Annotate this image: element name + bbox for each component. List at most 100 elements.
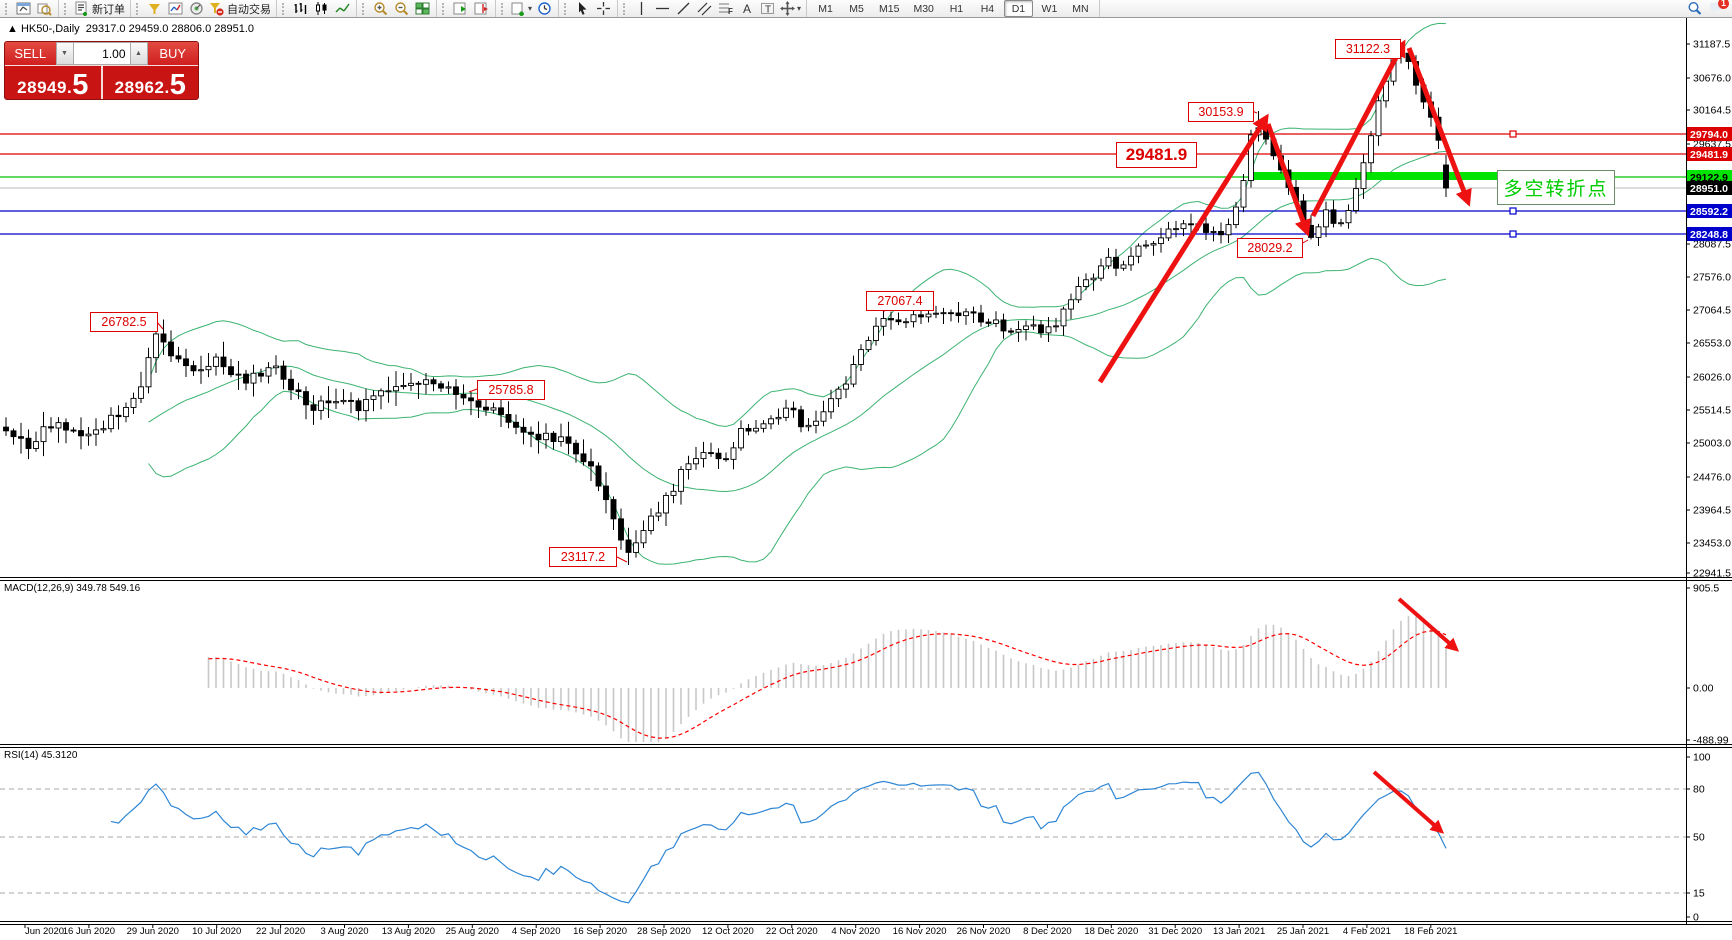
auto-scroll-button[interactable] [451,0,470,17]
text-icon: A [743,2,751,16]
data-window-icon [168,2,183,15]
price-annotation-label[interactable]: 29481.9 [1116,142,1197,168]
data-window-button[interactable] [166,0,185,17]
new-chart-icon [16,2,31,15]
timeframe-h1-button[interactable]: H1 [949,2,964,15]
zoom-out-button[interactable] [392,0,411,17]
vertical-line-button[interactable] [632,0,651,17]
price-annotation-label[interactable]: 27067.4 [866,291,934,311]
timeframe-m5-button[interactable]: M5 [849,2,864,15]
timeframe-mn-button[interactable]: MN [1072,2,1089,15]
timeframe-m15-button[interactable]: M15 [879,2,900,15]
volume-decrease-button[interactable]: ▼ [55,42,74,65]
ohlc-open: 29317.0 [85,23,126,35]
volume-input[interactable]: 1.00 [73,42,130,65]
date-axis-label: 4 Nov 2020 [831,926,880,937]
timeframe-w1-button[interactable]: W1 [1041,2,1058,15]
sell-price[interactable]: 28949. 5 [5,66,103,99]
rsi-axis-label: 15 [1693,888,1705,900]
line-handle[interactable] [1509,130,1517,138]
price-badge [1687,170,1732,184]
fibonacci-button[interactable]: F [716,0,735,17]
timeframe-m30-button[interactable]: M30 [913,2,934,15]
market-watch-icon [149,4,160,14]
shapes-icon [780,1,796,16]
price-annotation-label[interactable]: 31122.3 [1335,39,1401,59]
chart-shift-button[interactable] [472,0,491,17]
trend-arrow[interactable] [1406,47,1472,207]
date-axis-label: 26 Nov 2020 [957,926,1011,937]
price-axis-label: 30676.0 [1693,73,1731,85]
channel-button[interactable] [695,0,714,17]
toolbar-grip [362,2,368,15]
search-icon [1688,1,1702,15]
trend-arrow[interactable] [1310,39,1406,218]
tile-windows-button[interactable] [413,0,432,17]
shapes-button[interactable]: ▾ [779,0,802,17]
market-watch-button[interactable] [145,0,164,17]
main-toolbar: 新订单 自动交易 ▾ F A T ▾ M1 M5 M15 M30 H1 H4 D1 W1 MN 1 [0,0,1732,18]
line-mode-button[interactable] [333,0,352,17]
new-chart-button[interactable] [14,0,33,17]
trendline-button[interactable] [674,0,693,17]
line-handle[interactable] [1509,207,1517,215]
price-annotation-label[interactable]: 28029.2 [1237,238,1303,258]
bollinger-upper-band [148,22,1447,428]
date-axis-label: 28 Sep 2020 [637,926,691,937]
search-button[interactable] [1685,0,1704,17]
crosshair-button[interactable] [594,0,613,17]
trend-arrow[interactable] [1265,123,1311,237]
price-axis-label: 23964.5 [1693,505,1731,517]
bar-chart-mode-button[interactable] [291,0,310,17]
navigator-button[interactable] [187,0,206,17]
zoom-in-button[interactable] [371,0,390,17]
svg-text:A: A [743,2,751,16]
new-order-button[interactable]: 新订单 [73,0,126,17]
profiles-button[interactable] [35,0,54,17]
horizontal-line-button[interactable] [653,0,672,17]
price-axis-label: 28087.5 [1693,239,1731,251]
buy-price[interactable]: 28962. 5 [102,66,198,99]
date-axis-label: 25 Aug 2020 [446,926,499,937]
auto-trading-button[interactable]: 自动交易 [208,0,272,17]
price-annotation-label[interactable]: 30153.9 [1188,102,1254,122]
auto-trading-icon [210,3,224,16]
buy-button[interactable]: BUY [147,42,198,65]
candle-mode-button[interactable] [312,0,331,17]
toolbar-grip [623,2,629,15]
line-handle[interactable] [1509,230,1517,238]
price-annotation-label[interactable]: 26782.5 [90,312,158,332]
sell-button[interactable]: SELL [5,42,56,65]
periods-button[interactable] [535,0,554,17]
price-badge-label: 28951.0 [1690,183,1728,195]
rsi-trend-arrow[interactable] [1372,770,1445,834]
svg-text:F: F [728,7,733,16]
price-annotation-label[interactable]: 23117.2 [549,547,617,567]
timeframe-h4-button[interactable]: H4 [980,2,995,15]
date-axis-label: 4 Feb 2021 [1343,926,1391,937]
turning-point-label[interactable]: 多空转折点 [1497,170,1615,205]
chat-button[interactable]: 1 [1706,0,1729,17]
price-annotation-label[interactable]: 25785.8 [477,380,545,400]
indicators-button[interactable]: ▾ [510,0,533,17]
price-badge [1687,147,1732,161]
timeframe-m1-button[interactable]: M1 [818,2,833,15]
timeframe-d1-button[interactable]: D1 [1003,0,1033,17]
trend-arrow[interactable] [1097,113,1269,384]
volume-increase-button[interactable]: ▲ [129,42,148,65]
macd-trend-arrow[interactable] [1397,597,1460,652]
indicators-icon [511,2,524,16]
zoom-out-icon [395,2,409,16]
price-badge [1687,227,1732,241]
text-button[interactable]: A [737,0,756,17]
collapse-arrow-icon[interactable]: ▲ [7,23,18,35]
date-axis-label: 22 Jul 2020 [256,926,305,937]
date-axis-label: 16 Nov 2020 [893,926,947,937]
rsi-axis-label: 50 [1693,832,1705,844]
notification-badge: 1 [1718,0,1729,9]
label-button[interactable]: T [758,0,777,17]
cursor-button[interactable] [573,0,592,17]
date-axis-label: 25 Jan 2021 [1277,926,1329,937]
